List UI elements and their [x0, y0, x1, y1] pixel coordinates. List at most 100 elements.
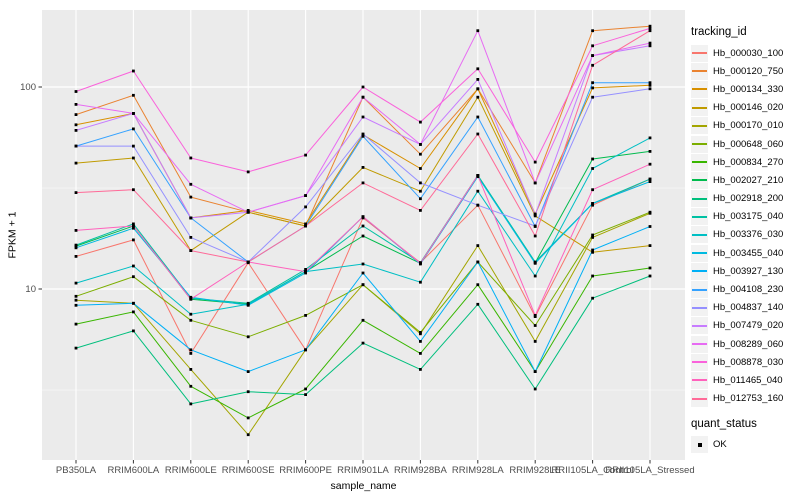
data-point	[419, 340, 422, 343]
legend-item: Hb_004108_230	[691, 280, 799, 299]
legend-item: Hb_011465_040	[691, 371, 799, 389]
data-point	[648, 266, 652, 270]
legend-item: Hb_000134_330	[691, 80, 799, 98]
data-point	[74, 255, 78, 258]
legend-label: Hb_004837_140	[713, 302, 784, 314]
legend-item: Hb_000030_100	[691, 44, 799, 62]
data-point	[648, 150, 652, 153]
data-point	[189, 348, 193, 352]
series-color-line	[692, 379, 707, 382]
data-point	[132, 226, 135, 230]
legend-item: Hb_003376_030	[691, 226, 799, 244]
data-point	[476, 260, 480, 264]
data-point	[189, 312, 193, 316]
data-point	[476, 244, 480, 247]
data-point	[533, 340, 537, 343]
data-point	[361, 132, 365, 136]
data-point	[648, 44, 652, 48]
data-point	[189, 297, 193, 301]
data-point	[419, 167, 422, 170]
legend-label: Hb_003175_040	[713, 211, 784, 223]
data-point	[419, 143, 422, 146]
data-point	[189, 156, 193, 160]
legend-item: Hb_000146_020	[691, 99, 799, 117]
data-point	[476, 189, 480, 193]
data-point	[591, 167, 594, 170]
legend-label: Hb_003455_040	[713, 247, 784, 259]
legend-key	[691, 436, 708, 454]
data-point	[591, 81, 594, 85]
data-point	[648, 87, 652, 91]
data-point	[304, 268, 307, 271]
legend-item: Hb_008878_030	[691, 353, 799, 371]
data-point	[533, 274, 537, 278]
data-point	[74, 298, 78, 302]
data-point	[132, 222, 135, 226]
data-point	[648, 83, 652, 87]
data-point	[533, 387, 537, 391]
data-point	[648, 162, 652, 166]
data-point	[419, 261, 422, 265]
series-color-line	[692, 343, 707, 346]
legend-key	[691, 371, 708, 389]
series-color-line	[692, 306, 707, 309]
data-point	[648, 41, 652, 45]
data-point	[132, 69, 135, 73]
legend-item: Hb_003455_040	[691, 244, 799, 262]
x-tick-label: RRIM600LA	[108, 465, 160, 476]
data-point	[304, 348, 307, 352]
legend-item: Hb_002027_210	[691, 171, 799, 189]
data-point	[361, 215, 365, 219]
data-point	[533, 160, 537, 164]
y-tick-label: 10	[25, 284, 36, 295]
data-point	[419, 189, 422, 193]
legend-label: Hb_011465_040	[713, 374, 783, 386]
data-point	[132, 264, 135, 268]
data-point	[74, 103, 78, 106]
data-point	[132, 112, 135, 115]
legend-key	[691, 153, 708, 171]
data-point	[246, 210, 250, 214]
legend-label: Hb_002918_200	[713, 193, 784, 205]
data-point	[476, 283, 480, 287]
legend-item: Hb_000170_010	[691, 117, 799, 135]
data-point	[74, 303, 78, 307]
data-point	[189, 384, 193, 388]
x-tick-label: RRIM600SE	[222, 465, 275, 476]
legend-key	[691, 171, 708, 189]
data-point	[419, 120, 422, 124]
data-point	[74, 281, 78, 285]
series-color-line	[692, 88, 707, 91]
data-point	[361, 283, 365, 287]
legend: tracking_id Hb_000030_100 Hb_000120_750 Hb…	[691, 26, 799, 454]
data-point	[304, 194, 307, 197]
series-color-line	[692, 233, 707, 236]
data-point	[533, 234, 537, 238]
data-point	[476, 87, 480, 91]
legend-key	[691, 80, 708, 98]
data-point	[189, 236, 193, 239]
data-point	[246, 170, 250, 174]
y-axis-title: FPKM + 1	[6, 211, 19, 259]
legend-key	[691, 390, 708, 408]
data-point	[476, 302, 480, 306]
data-point	[361, 181, 365, 185]
legend-item: Hb_003175_040	[691, 208, 799, 226]
data-point	[533, 213, 537, 217]
data-point	[74, 123, 78, 127]
x-tick-label: RRIM901LA	[337, 465, 389, 476]
legend-label: Hb_000834_270	[713, 156, 784, 168]
series-color-line	[692, 52, 707, 55]
data-point	[74, 229, 78, 232]
data-point	[304, 387, 307, 391]
data-point	[246, 433, 250, 437]
data-point	[591, 248, 594, 252]
data-point	[361, 166, 365, 169]
legend-item: Hb_000120_750	[691, 62, 799, 80]
data-point	[533, 314, 537, 317]
legend-label: Hb_000648_060	[713, 138, 784, 150]
legend-label: Hb_000120_750	[713, 65, 784, 77]
legend-key	[691, 317, 708, 335]
